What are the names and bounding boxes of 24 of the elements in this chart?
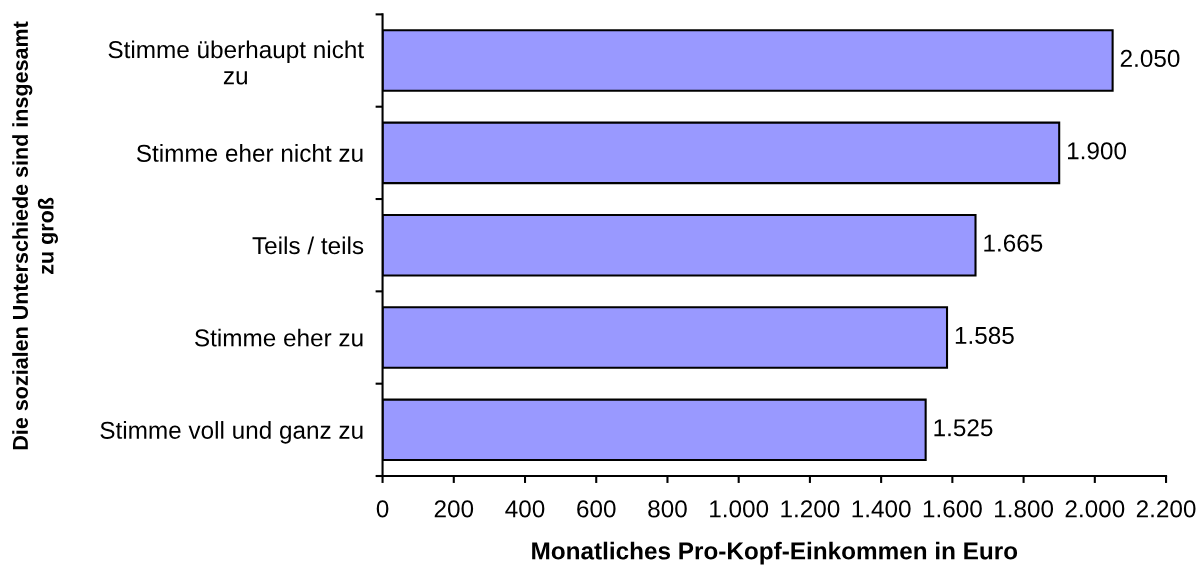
data-label: 1.665 — [984, 234, 1043, 252]
data-label: 1.900 — [1068, 142, 1127, 160]
x-tick-label: 600 — [577, 500, 616, 518]
data-label: 1.585 — [955, 326, 1014, 345]
x-tick-label: 1.200 — [781, 500, 840, 518]
x-tick-label: 200 — [434, 500, 474, 518]
y-tick-label: Stimme überhaupt nicht zu — [108, 40, 364, 85]
x-tick-label: 400 — [505, 500, 545, 518]
y-tick-label: Teils / teils — [252, 236, 364, 255]
y-tick-label: Stimme eher nicht zu — [136, 144, 363, 162]
data-label: 2.050 — [1120, 49, 1180, 68]
x-axis-title: Monatliches Pro-Kopf-Einkommen in Euro — [532, 541, 1018, 565]
y-tick-label: Stimme eher zu — [195, 328, 363, 347]
x-tick-label: 1.000 — [710, 500, 769, 518]
y-tick-label: Stimme voll und ganz zu — [100, 421, 363, 444]
x-tick-label: 1.800 — [995, 500, 1054, 518]
x-tick-label: 0 — [376, 500, 389, 518]
y-axis-title: Die sozialen Unterschiede sind insgesamt zu groß — [12, 21, 58, 450]
x-tick-label: 2.200 — [1136, 500, 1196, 518]
x-tick-label: 1.600 — [923, 500, 982, 518]
x-tick-label: 800 — [648, 500, 687, 518]
x-tick-label: 2.000 — [1065, 500, 1125, 518]
data-label: 1.525 — [934, 419, 993, 437]
x-tick-label: 1.400 — [852, 500, 911, 518]
